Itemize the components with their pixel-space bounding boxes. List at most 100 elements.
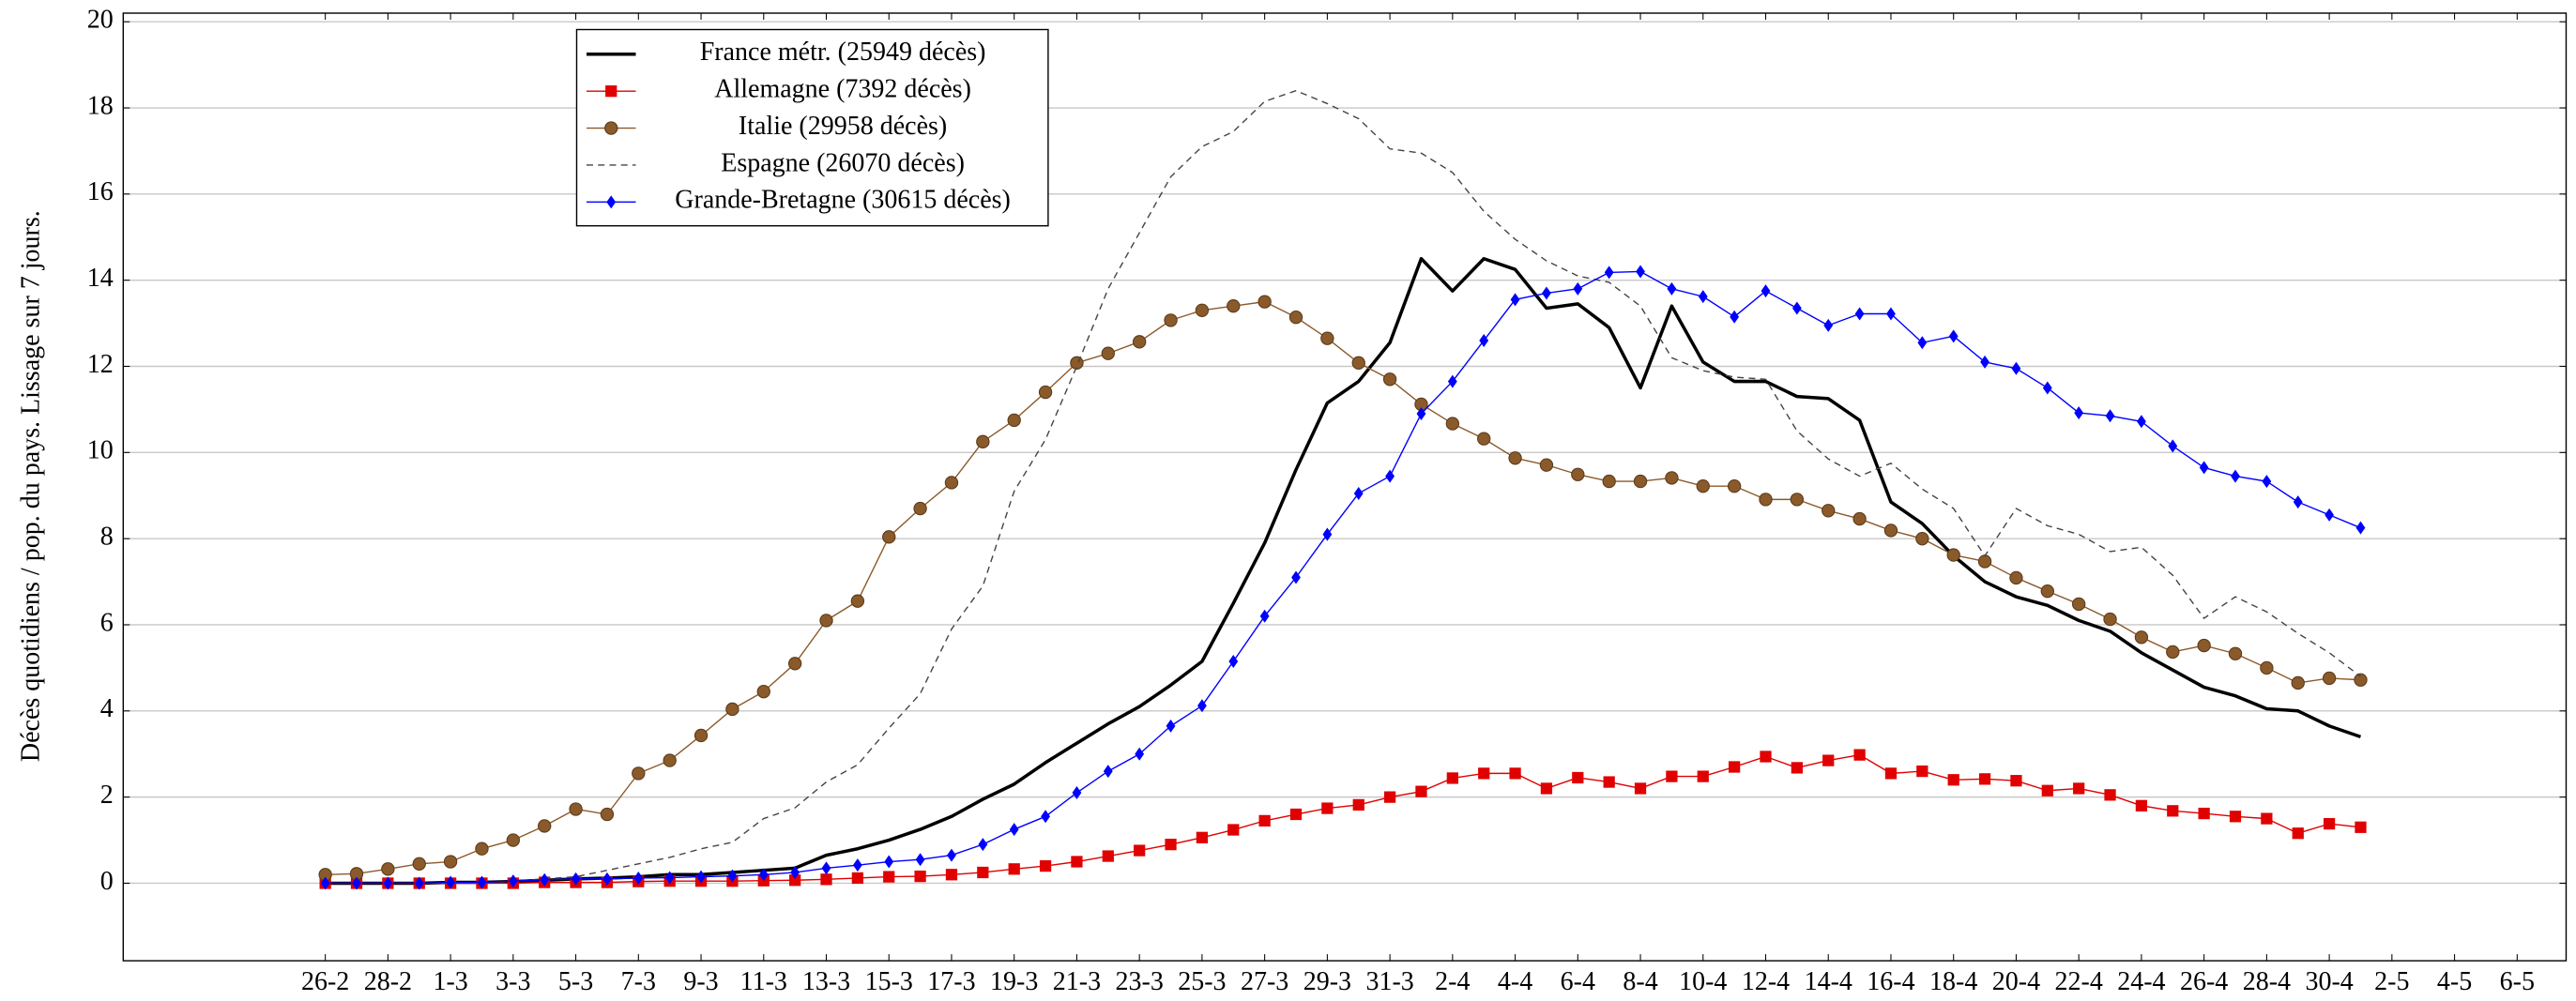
series-line xyxy=(325,300,2361,875)
data-point xyxy=(1164,313,1178,327)
x-tick-label: 25-3 xyxy=(1178,967,1226,996)
data-point xyxy=(851,872,864,885)
x-tick-label: 19-3 xyxy=(990,967,1038,996)
data-point xyxy=(600,807,615,822)
data-point xyxy=(944,476,959,490)
data-point xyxy=(1977,554,1992,569)
data-point xyxy=(1165,839,1177,851)
data-point xyxy=(2137,415,2146,429)
data-point xyxy=(1539,458,1554,472)
x-tick-label: 9-3 xyxy=(683,967,718,996)
data-point xyxy=(383,876,393,890)
y-axis-label: Décès quotidiens / pop. du pays. Lissage… xyxy=(16,210,45,762)
data-point xyxy=(1007,413,1021,428)
data-point xyxy=(2229,811,2242,823)
data-point xyxy=(1822,754,1835,766)
y-tick-label: 16 xyxy=(87,177,114,206)
x-tick-label: 4-5 xyxy=(2437,967,2472,996)
data-point xyxy=(446,875,456,889)
data-point xyxy=(2135,799,2148,811)
y-tick-label: 6 xyxy=(100,608,114,637)
data-point xyxy=(1915,531,1929,546)
x-tick-label: 28-2 xyxy=(364,967,412,996)
data-point xyxy=(2010,775,2022,787)
data-point xyxy=(789,874,801,887)
x-tick-label: 18-4 xyxy=(1929,967,1977,996)
data-point xyxy=(2292,827,2304,840)
data-point xyxy=(1666,770,1678,782)
legend-label: Italie (29958 décès) xyxy=(739,112,947,141)
data-point xyxy=(1132,335,1147,349)
data-point xyxy=(2166,645,2180,660)
data-point xyxy=(787,657,802,671)
data-point xyxy=(1791,301,1802,315)
data-point xyxy=(1602,474,1616,489)
y-tick-label: 4 xyxy=(100,694,114,723)
data-point xyxy=(1917,336,1928,350)
data-point xyxy=(1227,299,1241,313)
data-point xyxy=(1008,863,1020,875)
data-point xyxy=(1070,356,1084,371)
data-point xyxy=(725,702,739,717)
data-point xyxy=(1542,286,1551,300)
y-tick-label: 18 xyxy=(87,91,114,120)
data-point xyxy=(352,876,361,890)
data-point xyxy=(1916,765,1928,778)
data-point xyxy=(1038,385,1053,400)
data-point xyxy=(1729,761,1741,773)
series-line xyxy=(325,270,2361,885)
data-point xyxy=(2293,495,2303,509)
data-point xyxy=(1573,281,1583,296)
data-point xyxy=(2104,789,2116,801)
data-point xyxy=(1634,782,1647,795)
x-tick-label: 11-3 xyxy=(740,967,787,996)
data-point xyxy=(2323,817,2336,830)
data-point xyxy=(820,873,832,886)
data-point xyxy=(1636,265,1645,279)
data-point xyxy=(1477,432,1491,446)
x-tick-label: 14-4 xyxy=(1805,967,1852,996)
data-point xyxy=(1946,548,1960,562)
data-point xyxy=(694,728,709,743)
data-point xyxy=(1852,511,1867,526)
data-point xyxy=(1947,774,1959,786)
data-point xyxy=(1884,767,1898,780)
legend-label: Espagne (26070 décès) xyxy=(721,148,965,177)
x-tick-label: 8-4 xyxy=(1623,967,1657,996)
data-point xyxy=(1667,281,1677,296)
data-point xyxy=(633,871,644,885)
data-point xyxy=(1135,747,1145,761)
data-point xyxy=(1697,770,1709,782)
data-point xyxy=(1103,765,1113,779)
plot-frame xyxy=(122,12,2568,962)
x-tick-label: 21-3 xyxy=(1053,967,1101,996)
data-point xyxy=(475,842,489,856)
data-point xyxy=(571,872,581,886)
data-point xyxy=(540,872,550,887)
data-point xyxy=(1853,749,1866,761)
data-point xyxy=(1980,355,1989,369)
data-point xyxy=(1072,786,1082,800)
data-point xyxy=(1633,474,1648,489)
data-point xyxy=(1288,310,1303,325)
data-point xyxy=(663,753,677,767)
data-point xyxy=(1854,307,1865,321)
data-point xyxy=(976,434,990,449)
data-point xyxy=(882,530,896,544)
y-tick-label: 8 xyxy=(100,523,114,552)
data-point xyxy=(2355,521,2366,535)
data-point xyxy=(1730,310,1740,324)
data-point xyxy=(2167,805,2179,817)
data-point xyxy=(1696,478,1710,493)
data-point xyxy=(1009,823,1019,837)
data-point xyxy=(1665,471,1679,485)
data-point xyxy=(945,869,958,881)
data-point xyxy=(1382,372,1397,387)
data-point xyxy=(1603,776,1615,788)
data-point xyxy=(1978,773,1991,785)
x-tick-label: 24-4 xyxy=(2117,967,2165,996)
x-tick-label: 5-3 xyxy=(558,967,593,996)
legend-marker xyxy=(604,121,618,135)
data-point xyxy=(2009,570,2023,585)
